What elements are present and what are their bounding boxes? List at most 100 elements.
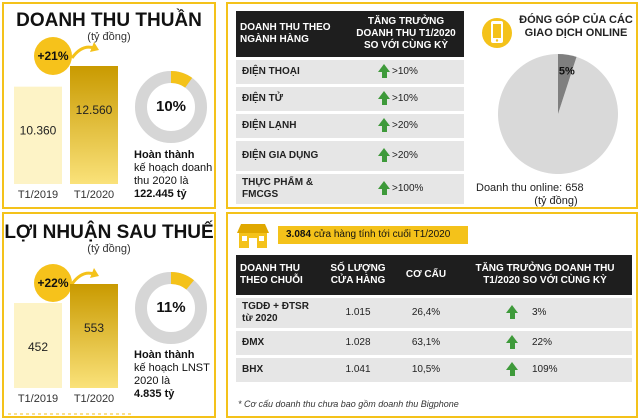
profit-bar-category-label: T1/2019	[18, 393, 58, 405]
profit-growth-badge: +22%	[34, 264, 72, 302]
progress-arc	[135, 71, 207, 143]
industry-header-category: DOANH THU THEO NGÀNH HÀNG	[236, 11, 348, 57]
chain-footnote: * Cơ cấu doanh thu chưa bao gồm doanh th…	[238, 399, 459, 409]
revenue-note-line3: thu 2020 là	[134, 175, 189, 187]
profit-progress-donut	[135, 272, 207, 344]
profit-unit: (tỷ đồng)	[87, 243, 131, 255]
progress-arc	[135, 272, 207, 344]
chain-header-growth: TĂNG TRƯỞNG DOANH THU T1/2020 SO VỚI CÙN…	[458, 255, 632, 295]
industry-growth: >10%	[348, 60, 464, 84]
online-caption-line2: (tỷ đồng)	[534, 195, 578, 207]
chain-share: 63,1%	[394, 331, 458, 355]
growth-up-arrow-icon	[506, 362, 518, 377]
store-count-banner: 3.084 cửa hàng tính tới cuối T1/2020	[278, 226, 468, 244]
revenue-growth-badge: +21%	[34, 37, 72, 75]
table-row: THỰC PHẨM & FMCGS >100%	[236, 174, 464, 204]
industry-growth: >20%	[348, 114, 464, 138]
profit-bar-value-label: 452	[28, 340, 48, 354]
industry-growth-table: DOANH THU THEO NGÀNH HÀNG TĂNG TRƯỞNG DO…	[236, 8, 464, 207]
revenue-bar-category-label: T1/2020	[74, 189, 114, 201]
chain-stores: 1.041	[322, 358, 394, 382]
chain-growth: 109%	[458, 358, 632, 382]
growth-up-arrow-icon	[506, 335, 518, 350]
chain-label: TGDĐ + ĐTSR từ 2020	[236, 298, 322, 328]
revenue-note-line4: 122.445 tỷ	[134, 188, 187, 200]
growth-up-arrow-icon	[378, 64, 390, 79]
revenue-bar-category-label: T1/2019	[18, 189, 58, 201]
table-row: ĐIỆN GIA DỤNG >20%	[236, 141, 464, 171]
growth-up-arrow-icon	[378, 181, 390, 196]
chain-stores: 1.028	[322, 331, 394, 355]
revenue-bar	[14, 86, 62, 184]
industry-online-panel: DOANH THU THEO NGÀNH HÀNG TĂNG TRƯỞNG DO…	[226, 2, 638, 209]
growth-up-arrow-icon	[506, 305, 518, 320]
profit-bar-chart: 452 T1/2019 553 T1/2020	[8, 284, 134, 415]
industry-label: ĐIỆN TỬ	[236, 87, 348, 111]
revenue-plan-note: Hoàn thành kế hoạch doanh thu 2020 là 12…	[134, 149, 216, 201]
profit-bar-value-label: 553	[84, 321, 104, 335]
profit-plan-note: Hoàn thành kế hoạch LNST 2020 là 4.835 t…	[134, 349, 216, 401]
table-row: ĐIỆN THOẠI >10%	[236, 60, 464, 84]
revenue-title: DOANH THU THUẦN	[16, 10, 202, 31]
chain-growth: 22%	[458, 331, 632, 355]
table-row: ĐMX 1.028 63,1% 22%	[236, 331, 632, 355]
industry-label: ĐIỆN LẠNH	[236, 114, 348, 138]
store-count: 3.084	[286, 229, 312, 240]
revenue-unit: (tỷ đồng)	[87, 31, 131, 43]
online-title: ĐÓNG GÓP CỦA CÁC GIAO DỊCH ONLINE	[514, 14, 638, 40]
profit-bar	[70, 284, 118, 388]
revenue-progress-donut	[135, 71, 207, 143]
chain-label: ĐMX	[236, 331, 322, 355]
pie-slice-online	[558, 54, 577, 114]
profit-note-line2: kế hoạch LNST	[134, 362, 210, 374]
chain-growth-table: DOANH THU THEO CHUỖI SỐ LƯỢNG CỬA HÀNG C…	[236, 252, 632, 385]
pie-slice-label: 5%	[559, 66, 575, 78]
table-row: TGDĐ + ĐTSR từ 2020 1.015 26,4% 3%	[236, 298, 632, 328]
pie-slice-offline	[498, 54, 618, 175]
profit-bar-category-label: T1/2020	[74, 393, 114, 405]
profit-note-line4: 4.835 tỷ	[134, 388, 175, 400]
online-caption: Doanh thu online: 658 (tỷ đồng)	[476, 182, 636, 208]
profit-note-line3: 2020 là	[134, 375, 171, 387]
table-row: ĐIỆN TỬ >10%	[236, 87, 464, 111]
store-icon	[237, 224, 269, 248]
chain-label: BHX	[236, 358, 322, 382]
revenue-note-line2: kế hoạch doanh	[134, 162, 213, 174]
online-share-pie: 5%	[498, 54, 618, 175]
industry-header-growth: TĂNG TRƯỞNG DOANH THU T1/2020 SO VỚI CÙN…	[348, 11, 464, 57]
store-count-text: cửa hàng tính tới cuối T1/2020	[313, 229, 451, 240]
online-caption-line1: Doanh thu online: 658	[476, 182, 584, 194]
chain-header-name: DOANH THU THEO CHUỖI	[236, 255, 322, 295]
table-row: ĐIỆN LẠNH >20%	[236, 114, 464, 138]
table-row: BHX 1.041 10,5% 109%	[236, 358, 632, 382]
revenue-note-line1: Hoàn thành	[134, 149, 195, 161]
industry-label: THỰC PHẨM & FMCGS	[236, 174, 348, 204]
revenue-panel: DOANH THU THUẦN (tỷ đồng) +21% 10.360 T1/…	[2, 2, 216, 209]
profit-panel: LỢI NHUẬN SAU THUẾ (tỷ đồng) +22% 452 T1/…	[2, 212, 216, 418]
industry-growth: >100%	[348, 174, 464, 204]
profit-title: LỢI NHUẬN SAU THUẾ	[4, 222, 214, 243]
mobile-shopping-icon	[482, 18, 512, 48]
online-title-line1: ĐÓNG GÓP CỦA CÁC	[519, 14, 633, 26]
revenue-progress-percent: 10%	[155, 98, 187, 115]
profit-bar	[14, 302, 62, 388]
industry-growth: >10%	[348, 87, 464, 111]
profit-note-line1: Hoàn thành	[134, 349, 195, 361]
chain-stores: 1.015	[322, 298, 394, 328]
revenue-bar	[70, 66, 118, 184]
growth-up-arrow-icon	[378, 148, 390, 163]
revenue-growth-arrow	[70, 42, 99, 59]
profit-progress-percent: 11%	[156, 299, 186, 316]
chain-share: 26,4%	[394, 298, 458, 328]
growth-up-arrow-icon	[378, 118, 390, 133]
chain-panel: 3.084 cửa hàng tính tới cuối T1/2020 DOA…	[226, 212, 638, 418]
revenue-bar-value-label: 12.560	[76, 103, 113, 117]
revenue-bar-chart: 10.360 T1/2019 12.560 T1/2020	[14, 66, 118, 201]
chain-share: 10,5%	[394, 358, 458, 382]
industry-growth: >20%	[348, 141, 464, 171]
industry-label: ĐIỆN GIA DỤNG	[236, 141, 348, 171]
chain-header-share: CƠ CẤU	[394, 255, 458, 295]
online-title-line2: GIAO DỊCH ONLINE	[524, 27, 628, 39]
chain-growth: 3%	[458, 298, 632, 328]
industry-label: ĐIỆN THOẠI	[236, 60, 348, 84]
